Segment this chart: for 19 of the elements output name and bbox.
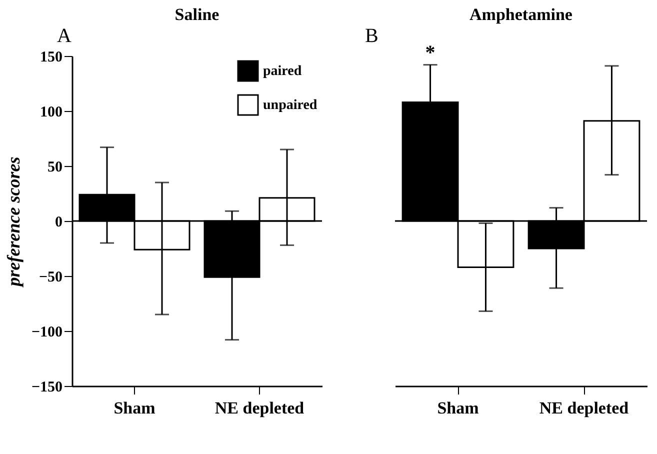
chart-title: Amphetamine <box>470 5 573 24</box>
text: A <box>57 25 72 47</box>
x-tick-label: Sham <box>114 398 156 418</box>
x-tick-label: Sham <box>437 398 479 418</box>
y-tick-label: 0 <box>55 214 62 230</box>
y-tick-label: 50 <box>48 160 62 176</box>
y-axis-title: preference scores <box>3 156 24 288</box>
legend-label: unpaired <box>263 98 318 113</box>
y-tick-label: 150 <box>40 50 62 66</box>
y-tick-label: −50 <box>38 270 62 286</box>
legend-label: paired <box>263 64 302 79</box>
x-tick-label: NE depleted <box>214 398 305 418</box>
y-tick-label: −100 <box>31 324 62 340</box>
y-tick-label: −150 <box>31 380 62 396</box>
chart-title: Saline <box>174 5 220 24</box>
annotation: * <box>425 42 436 64</box>
text: B <box>365 25 378 47</box>
x-tick-label: NE depleted <box>539 398 630 418</box>
y-tick-label: 100 <box>40 104 62 120</box>
